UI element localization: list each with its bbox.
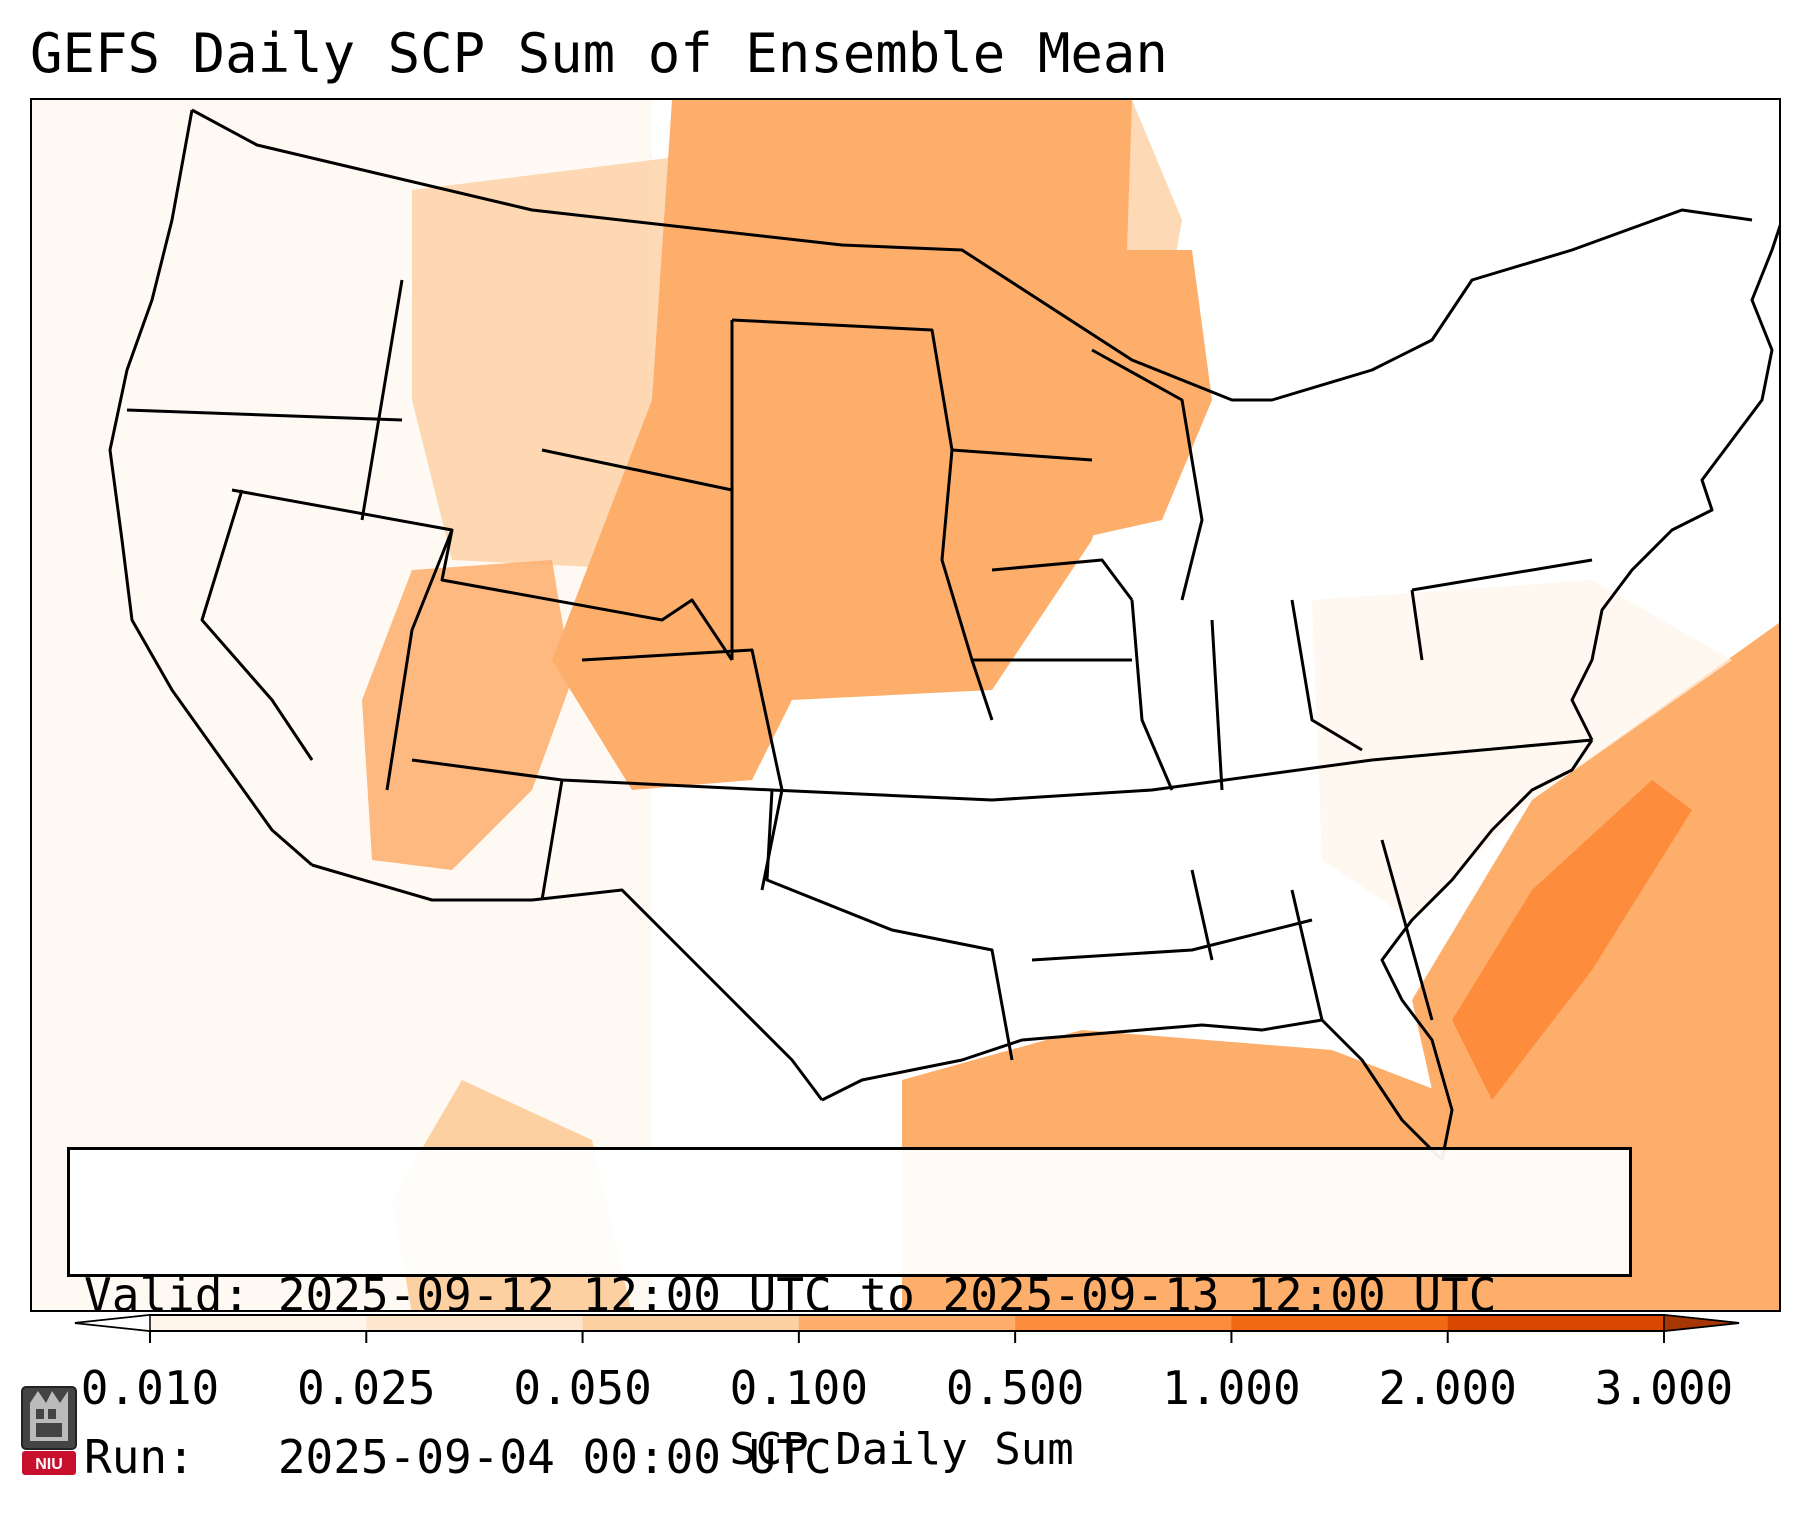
map-panel	[30, 98, 1781, 1312]
shade-upper-midwest-lvl4	[1032, 250, 1212, 540]
scp-map	[32, 100, 1779, 1310]
new-england-coast	[1730, 224, 1779, 441]
colorbar-tick-label: 3.000	[1594, 1361, 1734, 1415]
shade-atlantic-lvl5	[1452, 780, 1692, 1100]
colorbar-tick-label: 0.025	[297, 1361, 436, 1415]
scp-shading	[32, 100, 1779, 1310]
niu-logo: NIU	[21, 1386, 77, 1475]
boundaries	[108, 108, 1779, 1162]
colorbar-ticks	[149, 1331, 1665, 1343]
colorbar-segment	[582, 1315, 800, 1331]
colorbar-segment	[1231, 1315, 1449, 1331]
colorbar-label: SCP Daily Sum	[729, 1424, 1074, 1475]
colorbar-tick-label: 2.000	[1378, 1361, 1517, 1415]
colorbar-segment	[798, 1315, 1016, 1331]
chart-title: GEFS Daily SCP Sum of Ensemble Mean	[30, 22, 1168, 85]
svg-text:NIU: NIU	[35, 1456, 63, 1473]
us-mexico-border	[311, 863, 824, 1101]
colorbar-segment	[1015, 1315, 1232, 1331]
us-canada-border	[191, 108, 1753, 402]
colorbar-extend-left	[74, 1314, 151, 1332]
mid-atlantic-coast	[1570, 439, 1734, 741]
validity-info-box: Valid: 2025-09-12 12:00 UTC to 2025-09-1…	[67, 1147, 1632, 1484]
florida-east-coast	[1380, 739, 1594, 1161]
valid-time-text: Valid: 2025-09-12 12:00 UTC to 2025-09-1…	[84, 1268, 1497, 1322]
west-coast	[108, 109, 313, 867]
colorbar-extend-right	[1663, 1314, 1740, 1332]
run-time-text: Run: 2025-09-04 00:00 UTC	[84, 1430, 832, 1484]
shade-atlantic-lvl4	[1412, 622, 1779, 1310]
colorbar-segments	[74, 1314, 1740, 1332]
colorbar-tick-label: 0.050	[513, 1361, 652, 1415]
shade-plains-lvl4	[552, 100, 1132, 790]
colorbar-tick-label: 1.000	[1162, 1361, 1301, 1415]
gulf-coast	[821, 1018, 1444, 1162]
colorbar-segment	[366, 1315, 584, 1331]
colorbar-segment	[1447, 1315, 1665, 1331]
shade-southeast-lvl1	[1312, 580, 1732, 920]
colorbar-tick-label: 0.010	[80, 1361, 220, 1415]
colorbar-tick-label: 0.100	[729, 1361, 869, 1415]
colorbar	[74, 1314, 1740, 1343]
colorbar-segment	[150, 1315, 367, 1331]
shade-utah-lvl4	[362, 560, 572, 870]
colorbar-tick-label: 0.500	[945, 1361, 1085, 1415]
